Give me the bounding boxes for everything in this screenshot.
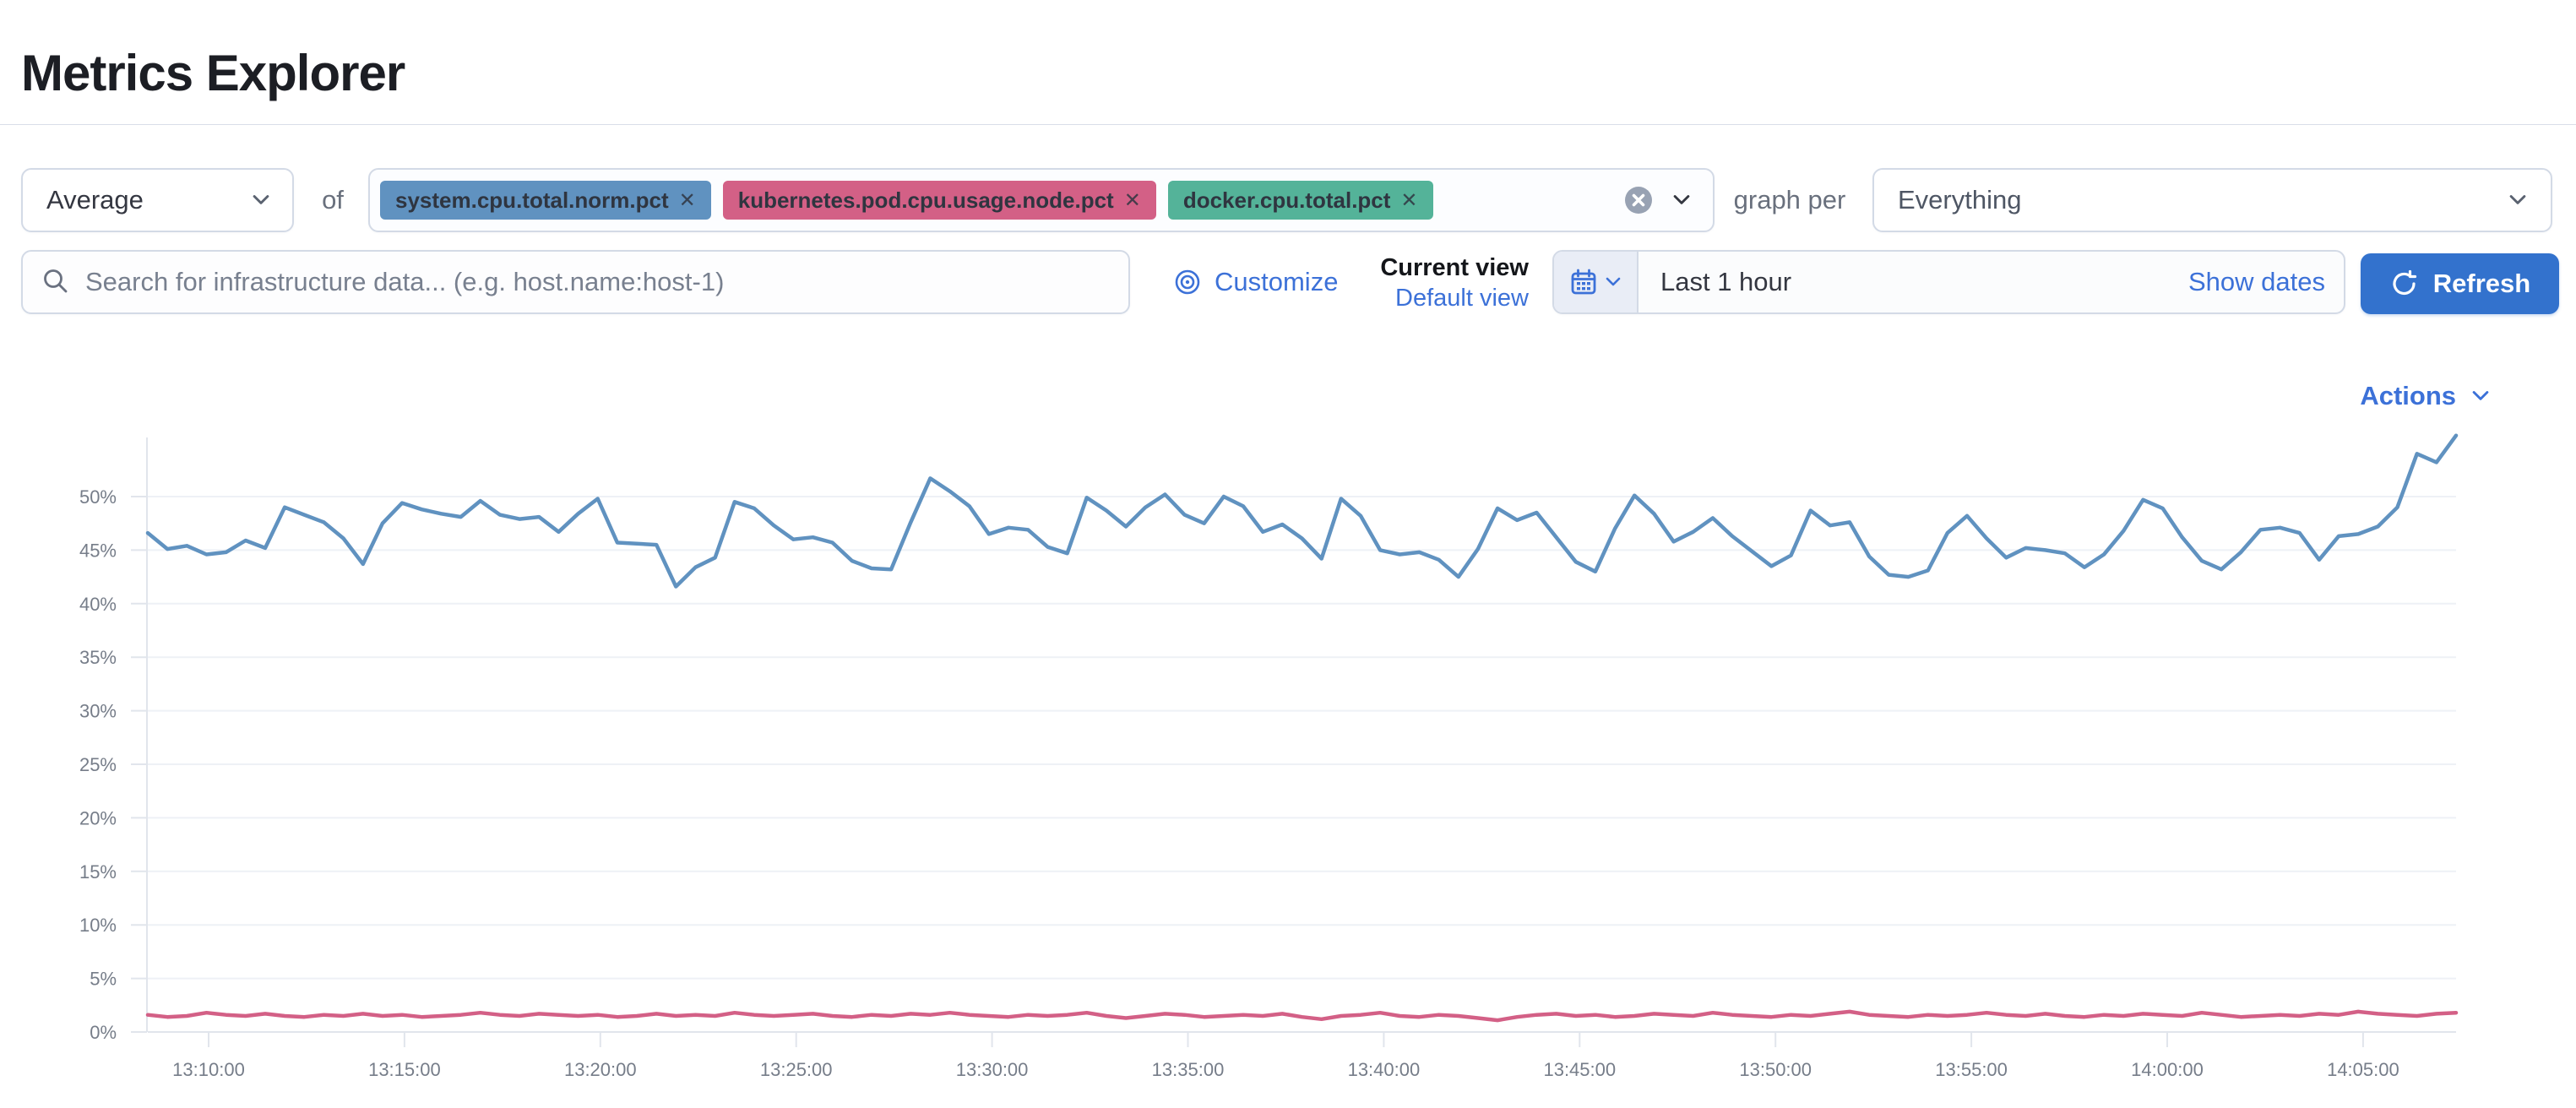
aggregation-select[interactable]: Average [21, 168, 294, 232]
x-axis-label: 14:05:00 [2327, 1059, 2399, 1080]
show-dates-link[interactable]: Show dates [2188, 267, 2325, 296]
current-view-label: Current view [1380, 254, 1529, 281]
metrics-combobox[interactable]: system.cpu.total.norm.pct ✕ kubernetes.p… [368, 168, 1715, 232]
x-axis-label: 13:20:00 [564, 1059, 637, 1080]
x-axis-label: 13:50:00 [1739, 1059, 1812, 1080]
metric-pill-docker-cpu[interactable]: docker.cpu.total.pct ✕ [1167, 181, 1433, 220]
series-line-0 [145, 433, 2459, 589]
metric-pill-system-cpu[interactable]: system.cpu.total.norm.pct ✕ [380, 181, 711, 220]
refresh-button[interactable]: Refresh [2361, 253, 2559, 314]
page-title: Metrics Explorer [21, 45, 405, 102]
series-line-1 [145, 1009, 2459, 1023]
y-axis-label: 15% [79, 861, 117, 883]
y-axis-label: 35% [79, 647, 117, 668]
search-icon [44, 269, 68, 293]
quick-select-button[interactable] [1554, 252, 1639, 312]
default-view-link[interactable]: Default view [1395, 285, 1529, 312]
header-divider [0, 124, 2576, 125]
customize-button[interactable]: Customize [1172, 250, 1338, 314]
chevron-down-icon [2472, 391, 2489, 400]
graph-per-label: graph per [1733, 185, 1846, 215]
chevron-down-icon [1606, 277, 1621, 286]
y-axis-label: 25% [79, 754, 117, 775]
current-view-block: Current view Default view [1360, 253, 1529, 313]
chevron-down-icon [253, 195, 269, 204]
x-axis-label: 13:15:00 [368, 1059, 441, 1080]
aggregation-value: Average [46, 185, 144, 215]
metric-pill-kubernetes-pod-cpu[interactable]: kubernetes.pod.cpu.usage.node.pct ✕ [722, 181, 1156, 220]
remove-metric-icon[interactable]: ✕ [1400, 188, 1418, 212]
refresh-icon [2393, 269, 2416, 296]
y-axis-label: 30% [79, 701, 117, 722]
x-axis-label: 13:10:00 [172, 1059, 245, 1080]
y-axis-label: 5% [90, 969, 117, 990]
actions-label: Actions [2360, 381, 2456, 410]
remove-metric-icon[interactable]: ✕ [678, 188, 696, 212]
chevron-down-icon[interactable] [1671, 193, 1693, 208]
x-axis-label: 13:55:00 [1935, 1059, 2008, 1080]
y-axis-label: 50% [79, 486, 117, 508]
y-axis-label: 10% [79, 915, 117, 936]
y-axis-label: 20% [79, 807, 117, 828]
x-axis-label: 13:45:00 [1543, 1059, 1616, 1080]
customize-eye-icon [1175, 269, 1200, 295]
clear-all-metrics-icon[interactable] [1623, 185, 1654, 215]
y-axis-label: 0% [90, 1022, 117, 1043]
remove-metric-icon[interactable]: ✕ [1123, 188, 1141, 212]
graph-per-select[interactable]: Everything [1872, 168, 2552, 232]
graph-per-value: Everything [1898, 185, 2022, 215]
x-axis-label: 13:25:00 [760, 1059, 833, 1080]
calendar-icon [1571, 269, 1596, 295]
of-label: of [322, 185, 344, 215]
x-axis-label: 13:35:00 [1152, 1059, 1225, 1080]
actions-menu-button[interactable]: Actions [2360, 379, 2492, 413]
metric-pill-label: system.cpu.total.norm.pct [395, 187, 669, 213]
time-range-value: Last 1 hour [1660, 267, 1792, 296]
chevron-down-icon [2509, 195, 2526, 204]
time-range-picker[interactable]: Last 1 hour Show dates [1552, 250, 2345, 314]
x-axis-label: 13:40:00 [1348, 1059, 1421, 1080]
search-placeholder: Search for infrastructure data... (e.g. … [85, 267, 725, 296]
refresh-label: Refresh [2432, 269, 2531, 298]
x-axis-label: 13:30:00 [956, 1059, 1029, 1080]
customize-label: Customize [1215, 267, 1339, 296]
metric-pill-label: kubernetes.pod.cpu.usage.node.pct [737, 187, 1114, 213]
x-axis-label: 14:00:00 [2131, 1059, 2204, 1080]
y-axis-label: 45% [79, 540, 117, 561]
search-input[interactable]: Search for infrastructure data... (e.g. … [21, 250, 1130, 314]
y-axis-label: 40% [79, 594, 117, 615]
metric-pill-label: docker.cpu.total.pct [1182, 187, 1391, 213]
